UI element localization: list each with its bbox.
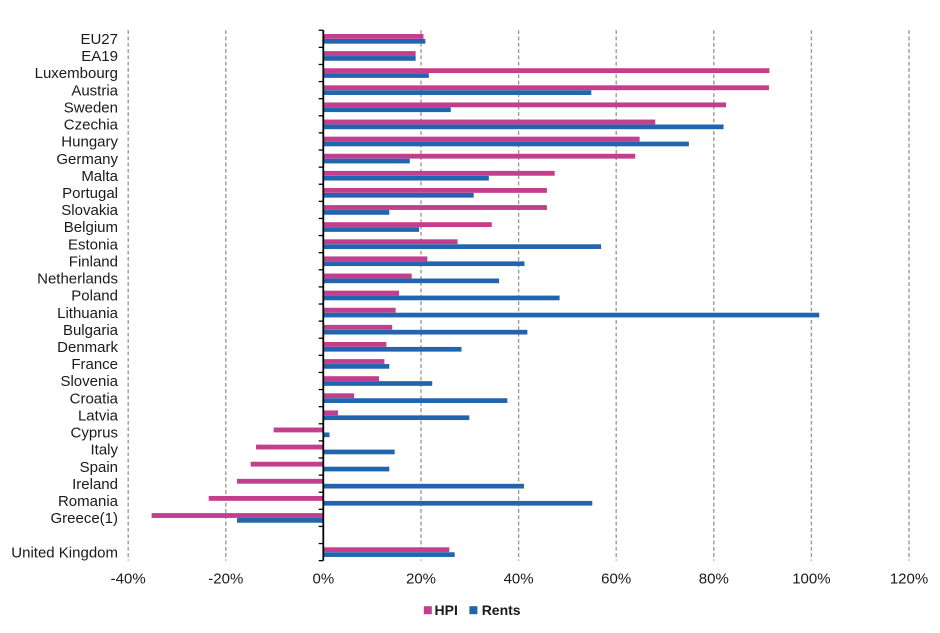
svg-text:EA19: EA19 — [81, 48, 118, 65]
svg-text:Austria: Austria — [71, 82, 118, 99]
svg-text:Germany: Germany — [56, 151, 118, 168]
svg-text:Greece(1): Greece(1) — [50, 510, 118, 527]
svg-text:Bulgaria: Bulgaria — [63, 322, 119, 339]
svg-text:Luxembourg: Luxembourg — [35, 65, 118, 82]
svg-text:Rents: Rents — [482, 602, 521, 618]
svg-text:Sweden: Sweden — [64, 99, 118, 116]
svg-text:France: France — [71, 356, 118, 373]
svg-text:Malta: Malta — [81, 168, 118, 185]
svg-text:Ireland: Ireland — [72, 476, 118, 493]
svg-text:80%: 80% — [699, 571, 729, 588]
svg-text:-20%: -20% — [208, 571, 243, 588]
svg-text:120%: 120% — [890, 571, 928, 588]
svg-text:Portugal: Portugal — [62, 185, 118, 202]
svg-text:-40%: -40% — [111, 571, 146, 588]
svg-text:100%: 100% — [792, 571, 830, 588]
svg-text:60%: 60% — [601, 571, 631, 588]
svg-text:HPI: HPI — [435, 602, 458, 618]
svg-text:Cyprus: Cyprus — [70, 425, 118, 442]
svg-text:40%: 40% — [504, 571, 534, 588]
svg-text:Italy: Italy — [90, 442, 118, 459]
svg-text:Spain: Spain — [80, 459, 118, 476]
svg-text:Poland: Poland — [71, 288, 118, 305]
svg-text:Finland: Finland — [69, 253, 118, 270]
svg-text:United Kingdom: United Kingdom — [11, 544, 118, 561]
svg-text:Romania: Romania — [58, 493, 119, 510]
svg-text:Czechia: Czechia — [64, 117, 119, 134]
svg-text:20%: 20% — [406, 571, 436, 588]
svg-text:Netherlands: Netherlands — [37, 271, 118, 288]
svg-text:Belgium: Belgium — [64, 219, 118, 236]
svg-text:Lithuania: Lithuania — [57, 305, 119, 322]
svg-text:0%: 0% — [313, 571, 335, 588]
svg-text:EU27: EU27 — [80, 31, 118, 48]
svg-text:Slovenia: Slovenia — [60, 373, 118, 390]
svg-text:Hungary: Hungary — [61, 134, 118, 151]
svg-text:Slovakia: Slovakia — [61, 202, 118, 219]
svg-text:Croatia: Croatia — [70, 390, 119, 407]
svg-text:Estonia: Estonia — [68, 236, 119, 253]
svg-text:Latvia: Latvia — [78, 407, 119, 424]
svg-text:Denmark: Denmark — [57, 339, 118, 356]
